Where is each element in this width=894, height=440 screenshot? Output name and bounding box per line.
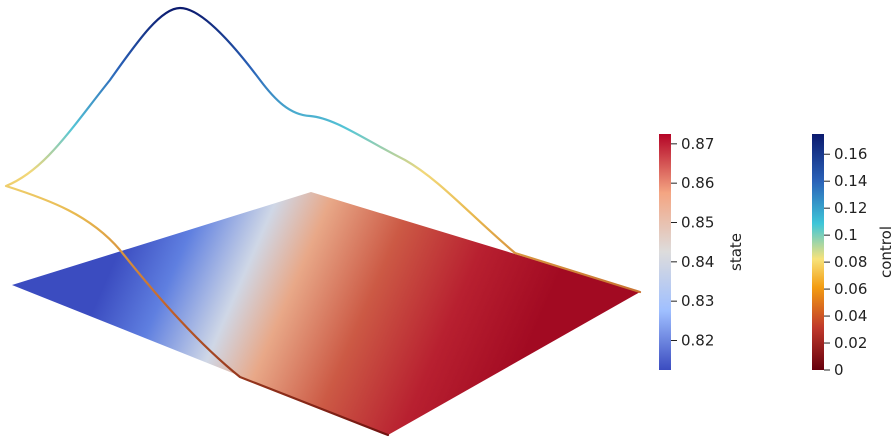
control-tick-label: 0.06 — [834, 280, 867, 298]
state-colorbar-title: state — [727, 233, 745, 271]
state-tick-label: 0.85 — [681, 214, 714, 232]
state-colorbar-gradient — [659, 134, 671, 370]
state-colorbar-ticks: 0.82 0.83 0.84 0.85 0.86 0.87 — [671, 135, 714, 350]
state-surface — [12, 192, 640, 435]
control-tick-label: 0.04 — [834, 307, 867, 325]
control-colorbar-ticks: 0 0.02 0.04 0.06 0.08 0.1 0.12 0.14 0.16 — [824, 145, 867, 379]
control-colorbar-title: control — [877, 226, 894, 278]
control-tick-label: 0.02 — [834, 334, 867, 352]
control-tick-label: 0.1 — [834, 226, 858, 244]
state-tick-label: 0.83 — [681, 292, 714, 310]
control-tick-label: 0.08 — [834, 253, 867, 271]
state-tick-label: 0.82 — [681, 332, 714, 350]
control-colorbar-gradient — [812, 134, 824, 370]
control-tick-label: 0.14 — [834, 172, 867, 190]
state-tick-label: 0.87 — [681, 135, 714, 153]
control-colorbar: 0 0.02 0.04 0.06 0.08 0.1 0.12 0.14 0.16 control — [812, 134, 894, 379]
state-tick-label: 0.86 — [681, 174, 714, 192]
control-tick-label: 0 — [834, 361, 844, 379]
control-tick-label: 0.12 — [834, 199, 867, 217]
state-colorbar: 0.82 0.83 0.84 0.85 0.86 0.87 state — [659, 134, 745, 370]
control-curve — [4, 6, 642, 437]
state-tick-label: 0.84 — [681, 253, 714, 271]
control-tick-label: 0.16 — [834, 145, 867, 163]
